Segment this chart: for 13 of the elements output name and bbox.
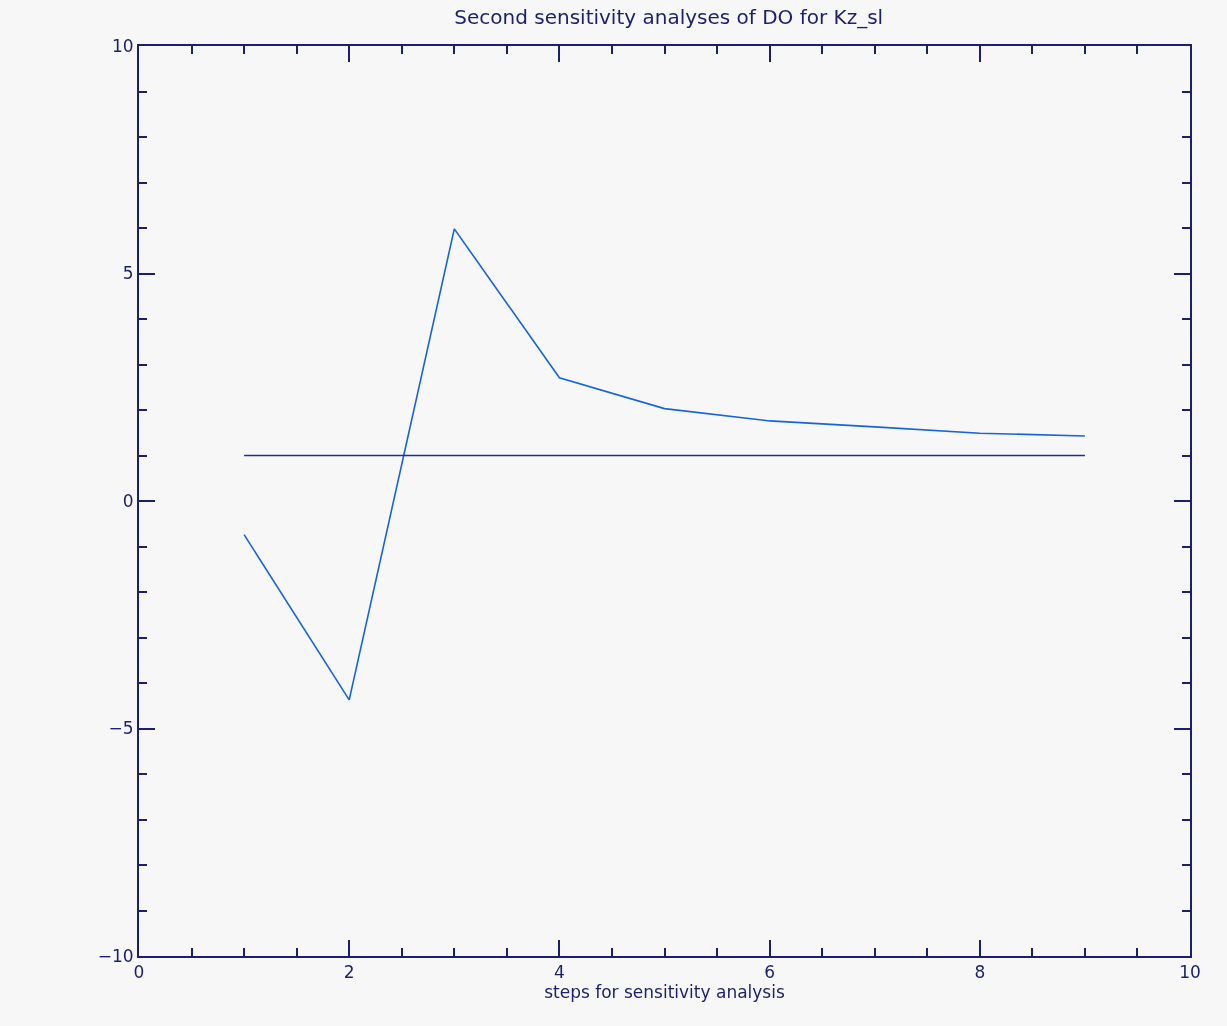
y-tick-label: 0 [122, 490, 134, 511]
y-tick-label: 5 [122, 263, 134, 284]
y-tick-label: −5 [108, 718, 134, 739]
x-tick-label: 2 [343, 962, 355, 983]
y-tick-label: −10 [97, 945, 134, 966]
x-tick-label: 4 [553, 962, 565, 983]
x-tick-label: 6 [764, 962, 776, 983]
x-axis-title: steps for sensitivity analysis [544, 982, 785, 1003]
chart-title: Second sensitivity analyses of DO for Kz_sl [454, 5, 884, 30]
x-tick-label: 10 [1179, 962, 1201, 983]
x-tick-label: 8 [974, 962, 986, 983]
y-tick-label: 10 [111, 35, 134, 56]
line-series [243, 228, 1086, 701]
